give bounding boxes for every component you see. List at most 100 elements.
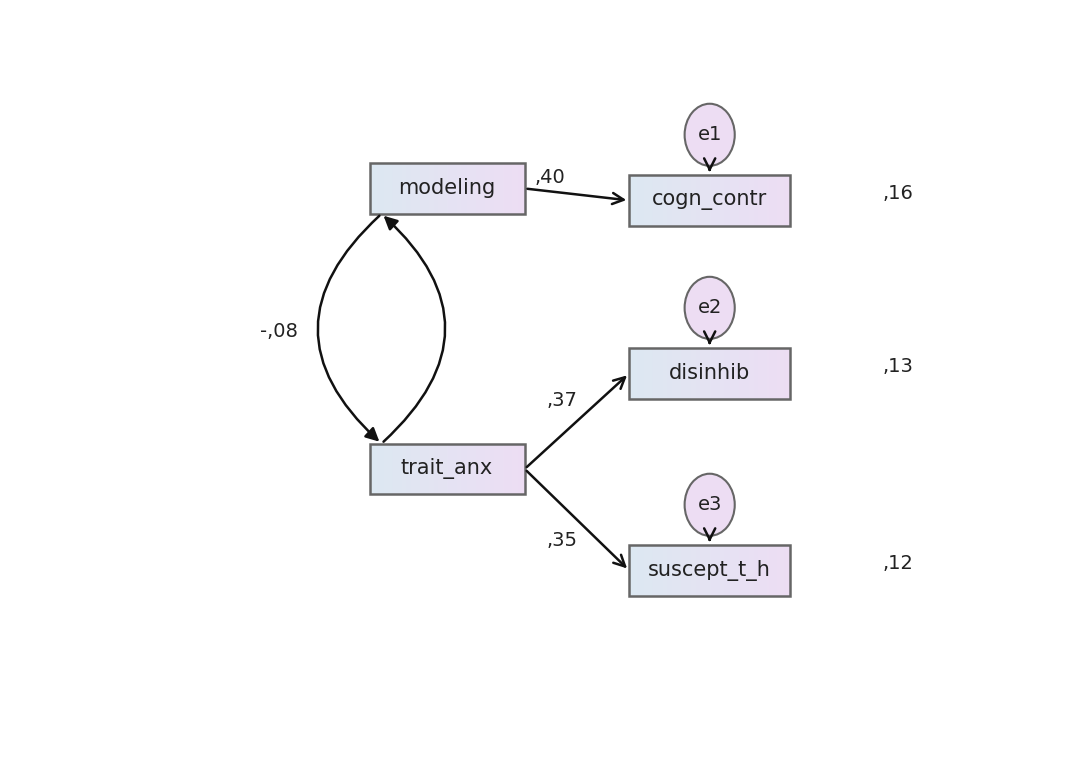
Bar [504, 443, 505, 494]
Bar [694, 348, 695, 399]
Bar [783, 545, 784, 596]
Bar [405, 443, 406, 494]
Bar [712, 348, 714, 399]
Bar [744, 545, 745, 596]
Bar [716, 175, 717, 226]
Bar [714, 545, 715, 596]
Bar [696, 175, 698, 226]
Bar [721, 175, 722, 226]
Bar [485, 443, 486, 494]
Bar [465, 163, 466, 214]
Bar [778, 545, 779, 596]
Bar [476, 163, 477, 214]
Bar [493, 443, 494, 494]
Bar [647, 545, 648, 596]
Bar [762, 348, 764, 399]
Bar [518, 163, 519, 214]
Bar [372, 443, 373, 494]
Bar [486, 163, 487, 214]
Bar [412, 163, 413, 214]
Bar [441, 443, 444, 494]
Bar [688, 545, 689, 596]
Bar [699, 545, 700, 596]
Bar [472, 163, 473, 214]
Bar [461, 163, 463, 214]
Bar [519, 163, 520, 214]
Bar [523, 163, 524, 214]
Bar [634, 348, 636, 399]
Bar [472, 443, 473, 494]
Ellipse shape [685, 277, 735, 339]
Bar [688, 348, 689, 399]
Bar [505, 443, 506, 494]
Bar [444, 443, 445, 494]
Bar [662, 348, 664, 399]
Bar [379, 443, 380, 494]
Bar [637, 545, 638, 596]
Bar [766, 545, 767, 596]
Bar [664, 545, 665, 596]
Bar [677, 175, 678, 226]
Bar [678, 545, 681, 596]
Bar [720, 175, 721, 226]
Bar [684, 348, 686, 399]
Bar [711, 348, 712, 399]
Bar [650, 545, 652, 596]
Bar [444, 163, 445, 214]
FancyArrowPatch shape [318, 215, 380, 440]
Bar [676, 175, 677, 226]
Bar [694, 175, 695, 226]
Bar [467, 163, 470, 214]
Bar [665, 175, 667, 226]
Bar [749, 175, 750, 226]
Bar [394, 443, 395, 494]
Bar [510, 163, 511, 214]
Bar [692, 348, 694, 399]
Bar [687, 348, 688, 399]
Bar [503, 443, 504, 494]
Bar [743, 175, 744, 226]
Bar [438, 443, 439, 494]
Bar [406, 163, 407, 214]
Bar [779, 348, 781, 399]
Bar [484, 163, 485, 214]
Bar [738, 545, 739, 596]
Bar [667, 348, 668, 399]
Bar [629, 175, 631, 226]
Bar [437, 443, 438, 494]
Bar [435, 163, 437, 214]
Bar [778, 175, 779, 226]
Bar [488, 443, 490, 494]
Bar [370, 163, 525, 214]
Bar [492, 163, 493, 214]
Bar [731, 348, 733, 399]
Bar [464, 443, 465, 494]
Bar [716, 545, 717, 596]
Bar [734, 175, 735, 226]
Bar [745, 348, 748, 399]
Bar [447, 443, 448, 494]
Bar [514, 163, 516, 214]
Bar [421, 163, 423, 214]
Bar [400, 163, 401, 214]
Bar [377, 443, 378, 494]
Text: e1: e1 [698, 126, 722, 144]
Bar [428, 163, 431, 214]
Bar [739, 175, 740, 226]
Text: trait_anx: trait_anx [401, 459, 493, 480]
Bar [518, 443, 519, 494]
Bar [773, 348, 774, 399]
Bar [704, 545, 705, 596]
Bar [631, 545, 632, 596]
Bar [401, 443, 404, 494]
Bar [493, 163, 494, 214]
Bar [411, 163, 412, 214]
Bar [788, 175, 789, 226]
Bar [523, 443, 524, 494]
Bar [637, 175, 638, 226]
Bar [476, 443, 477, 494]
Bar [694, 545, 695, 596]
Bar [725, 175, 726, 226]
Bar [767, 175, 768, 226]
Bar [516, 443, 517, 494]
